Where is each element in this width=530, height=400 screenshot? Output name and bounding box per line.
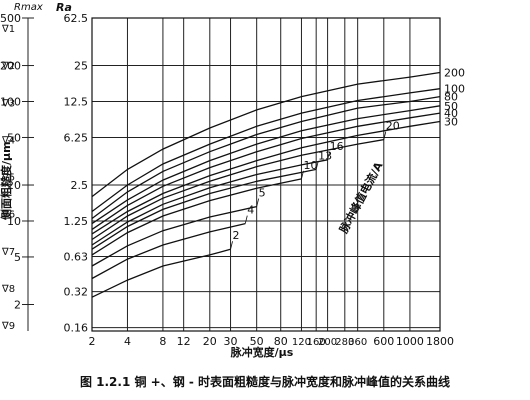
finish-grade-mark: ∇1 (1, 24, 15, 35)
rmax-axis-head: Rmax (14, 2, 43, 13)
curve-label: 80 (444, 91, 458, 104)
ra-tick-label: 1.25 (64, 215, 89, 228)
ra-tick-label: 0.32 (64, 286, 89, 299)
finish-grade-mark: ∇5 (1, 173, 15, 184)
curve-label: 13 (318, 149, 332, 162)
rmax-tick-label: 2 (14, 298, 21, 311)
finish-grade-mark: ∇8 (1, 284, 15, 295)
x-tick-label: 2 (89, 335, 96, 348)
curve-label-leader (327, 151, 330, 160)
x-tick-label: 360 (348, 337, 367, 348)
curve-label-leader (230, 241, 233, 250)
rmax-tick-label: 5 (14, 251, 21, 264)
finish-grade-mark: ∇6 (1, 210, 15, 221)
curve-label: 100 (444, 83, 465, 96)
ra-tick-label: 62.5 (64, 12, 89, 25)
x-tick-label: 160 (307, 337, 326, 348)
curve-20 (91, 138, 384, 241)
curve-label-leader (383, 131, 387, 140)
curve-4 (91, 222, 246, 280)
curve-label: 40 (444, 107, 458, 120)
curve-16 (91, 159, 328, 246)
finish-grade-mark: ∇9 (1, 321, 15, 332)
curve-label: 4 (247, 204, 254, 217)
rmax-tick-label: 10 (7, 215, 21, 228)
curve-label: 50 (444, 100, 458, 113)
rmax-tick-label: 200 (0, 60, 21, 73)
x-tick-label: 1000 (396, 335, 424, 348)
x-tick-label: 1800 (426, 335, 454, 348)
curve-200 (91, 71, 441, 198)
rmax-tick-label: 20 (7, 179, 21, 192)
finish-grade-mark: ∇4 (1, 135, 15, 146)
ra-axis-head: Ra (56, 1, 72, 14)
curve-label-leader (315, 161, 319, 170)
curve-label-leader (301, 170, 304, 180)
legend-title: 脉冲峰值电流/A (336, 159, 386, 236)
curve-label: 16 (330, 140, 344, 153)
ra-tick-label: 12.5 (64, 96, 89, 109)
ra-tick-label: 6.25 (64, 131, 89, 144)
curve-label-leader (244, 215, 248, 224)
curve-label: 200 (444, 66, 465, 79)
x-tick-label: 30 (224, 335, 238, 348)
finish-grade-mark: ∇7 (1, 247, 15, 258)
x-tick-label: 280 (335, 337, 354, 348)
x-tick-label: 20 (203, 335, 217, 348)
x-axis-title: 脉冲宽度/μs (230, 345, 294, 359)
ra-tick-label: 0.63 (64, 251, 89, 264)
ra-tick-label: 2.5 (71, 179, 89, 192)
curve-5 (91, 205, 257, 267)
x-tick-label: 8 (159, 335, 166, 348)
curve-100 (91, 88, 441, 213)
curve-label: 20 (386, 120, 400, 133)
rmax-tick-label: 50 (7, 131, 21, 144)
plot-frame (22, 17, 441, 332)
curve-2 (91, 248, 231, 298)
curve-40 (91, 112, 441, 230)
x-tick-label: 50 (250, 335, 264, 348)
finish-grade-mark: ∇2 (1, 61, 15, 72)
y-axis-title: 侧面粗糙度/μm (0, 141, 13, 220)
curve-50 (91, 105, 441, 225)
curve-13 (91, 168, 317, 250)
x-tick-label: 600 (373, 335, 394, 348)
rmax-tick-label: 500 (0, 12, 21, 25)
x-tick-label: 12 (177, 335, 191, 348)
curve-label: 2 (233, 229, 240, 242)
curve-label: 10 (303, 159, 317, 172)
curve-label: 30 (444, 116, 458, 129)
x-tick-label: 4 (124, 335, 131, 348)
curve-80 (91, 95, 441, 220)
ra-tick-label: 0.16 (64, 322, 89, 335)
plot-area-border (91, 17, 441, 332)
curve-30 (91, 120, 441, 235)
curve-10 (91, 178, 302, 256)
finish-grade-mark: ∇3 (1, 98, 15, 109)
curve-label-leader (256, 198, 260, 207)
rmax-tick-label: 100 (0, 96, 21, 109)
x-tick-label: 120 (292, 337, 311, 348)
curve-label: 5 (259, 187, 266, 200)
x-tick-label: 80 (274, 335, 288, 348)
curves (91, 71, 441, 298)
figure-caption: 图 1.2.1 铜 +、钢 - 时表面粗糙度与脉冲宽度和脉冲峰值的关系曲线 (80, 374, 450, 389)
x-tick-label: 200 (318, 337, 337, 348)
ra-tick-label: 25 (74, 60, 88, 73)
grid (91, 17, 441, 331)
